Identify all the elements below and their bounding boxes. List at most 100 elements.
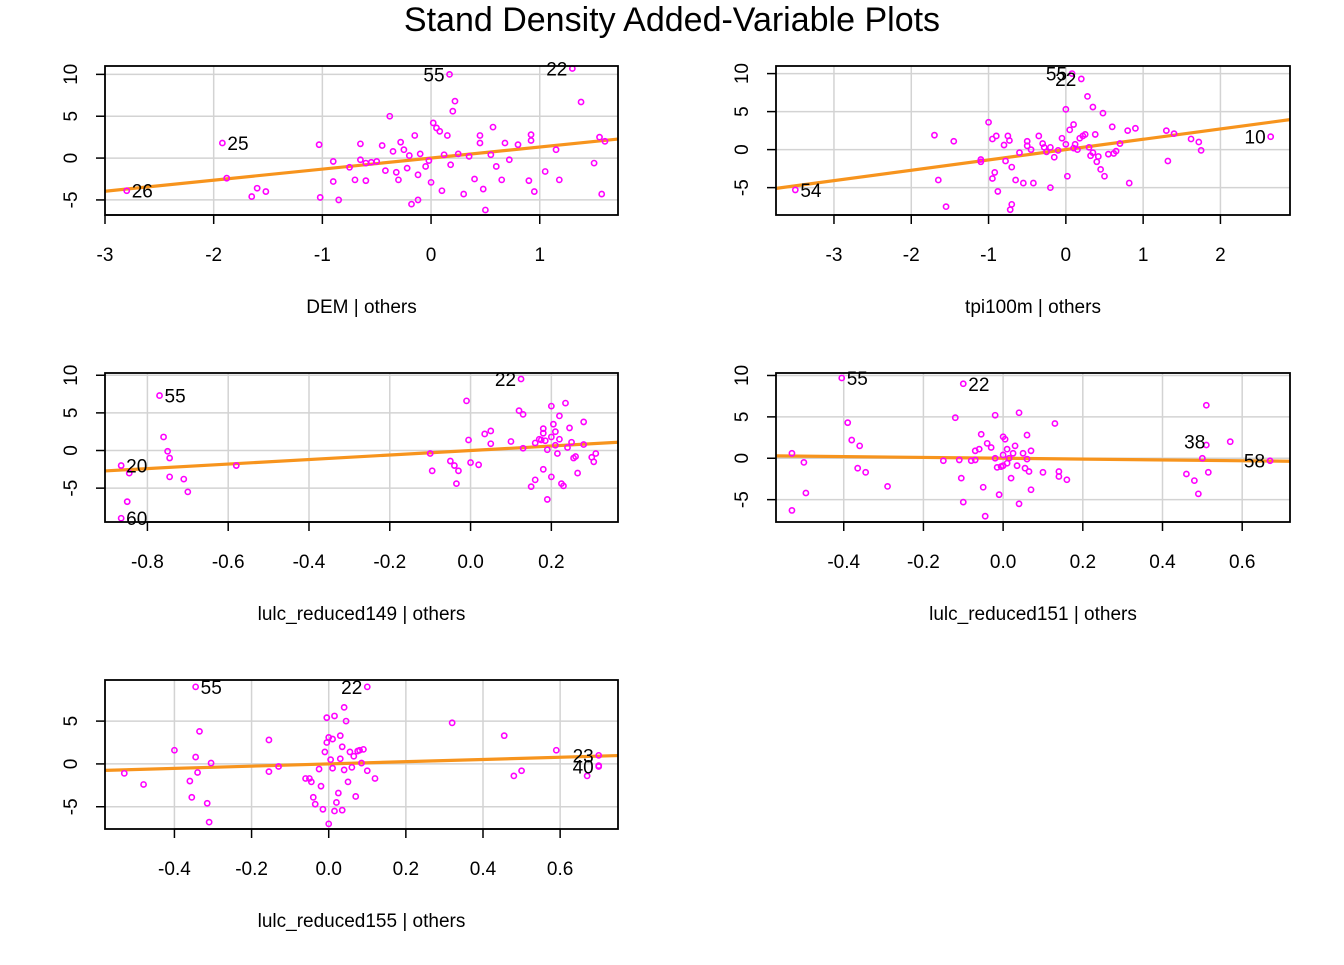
data-point: [475, 461, 483, 469]
data-point: [590, 458, 598, 466]
data-point: [983, 439, 991, 447]
data-point: [547, 433, 555, 441]
data-point: [248, 193, 256, 200]
data-point: [171, 746, 178, 754]
data-point: [556, 412, 563, 420]
point-label: 22: [341, 678, 362, 699]
data-point: [1062, 140, 1070, 148]
data-point: [551, 428, 559, 436]
data-point: [515, 407, 523, 415]
x-tick-label: 1: [1138, 245, 1149, 266]
data-point: [543, 496, 551, 503]
data-point: [1068, 70, 1076, 78]
y-axis-label: Stand_Density | others: [677, 352, 698, 544]
data-point: [455, 467, 462, 475]
point-label: 20: [126, 457, 147, 478]
data-point: [564, 444, 571, 451]
plot-frame: [104, 65, 619, 216]
data-point: [547, 402, 555, 410]
data-point: [1170, 130, 1178, 138]
data-point: [993, 463, 1001, 471]
data-point: [357, 140, 364, 148]
data-point: [309, 793, 317, 801]
data-point: [507, 438, 515, 445]
data-point: [123, 498, 131, 506]
data-point: [479, 185, 487, 193]
point-label: 54: [800, 181, 822, 202]
point-label: 10: [1245, 128, 1266, 149]
data-point: [467, 459, 474, 466]
x-tick-label: 0.2: [393, 859, 419, 880]
data-point: [1089, 149, 1097, 157]
data-point: [1023, 142, 1031, 150]
data-point: [541, 437, 549, 445]
data-point: [1006, 206, 1014, 214]
data-point: [422, 163, 430, 170]
data-point: [788, 507, 796, 514]
x-axis-label: tpi100m | others: [965, 297, 1101, 318]
data-point: [487, 151, 495, 159]
data-point: [519, 444, 527, 452]
data-point: [302, 775, 309, 782]
data-point: [325, 820, 333, 828]
data-point: [1094, 153, 1102, 160]
x-tick-label: -2: [205, 245, 222, 266]
data-point: [987, 444, 995, 451]
data-point: [1267, 133, 1275, 141]
data-point: [465, 153, 473, 160]
data-point: [977, 158, 985, 166]
data-point: [1091, 131, 1099, 138]
data-point: [551, 441, 559, 449]
data-point: [1084, 93, 1091, 100]
data-point: [275, 763, 282, 770]
data-point: [552, 746, 560, 754]
point-label: 55: [1046, 65, 1067, 86]
point-label: 26: [132, 182, 153, 203]
data-point: [117, 462, 125, 469]
data-point: [931, 131, 938, 139]
data-point: [580, 441, 588, 448]
data-point: [1266, 457, 1274, 465]
data-point: [362, 177, 370, 185]
data-point: [140, 781, 147, 788]
data-point: [403, 164, 411, 172]
data-point: [323, 714, 331, 722]
data-point: [223, 174, 231, 182]
data-point: [352, 793, 360, 800]
data-point: [1226, 438, 1234, 446]
data-point: [1070, 121, 1077, 128]
data-point: [995, 491, 1003, 499]
y-tick-label: 0: [61, 153, 82, 164]
x-tick-label: 0.0: [457, 552, 483, 573]
x-tick-label: 0.2: [1070, 552, 1096, 573]
data-point: [1093, 158, 1101, 166]
data-point: [1006, 137, 1013, 144]
data-point: [994, 188, 1002, 195]
plot-panel-4: 55 22 38 58 -0.4 -0.2 0.0 0.2 0.4 0.6 -5 0 5 10 lulc_r…: [677, 352, 1291, 625]
y-tick-label: -5: [61, 191, 82, 208]
data-point: [1089, 103, 1097, 111]
data-point: [207, 759, 215, 767]
data-point: [367, 158, 375, 166]
data-point: [321, 748, 329, 756]
data-point: [1005, 454, 1013, 462]
data-point: [1058, 134, 1066, 142]
data-point: [1046, 184, 1054, 192]
data-point: [1124, 127, 1132, 135]
data-point: [340, 766, 348, 774]
data-point: [942, 203, 950, 211]
data-point: [476, 139, 484, 147]
data-point: [253, 184, 261, 192]
x-axis-label: lulc_reduced149 | others: [258, 604, 466, 625]
data-point: [527, 137, 535, 144]
data-point: [1204, 468, 1212, 476]
data-point: [192, 753, 200, 761]
data-point: [333, 799, 340, 806]
data-point: [166, 473, 174, 481]
data-point: [1077, 75, 1085, 83]
data-point: [416, 150, 424, 158]
data-point: [311, 800, 319, 808]
point-label: 40: [573, 757, 594, 778]
y-tick-label: 0: [732, 453, 753, 464]
